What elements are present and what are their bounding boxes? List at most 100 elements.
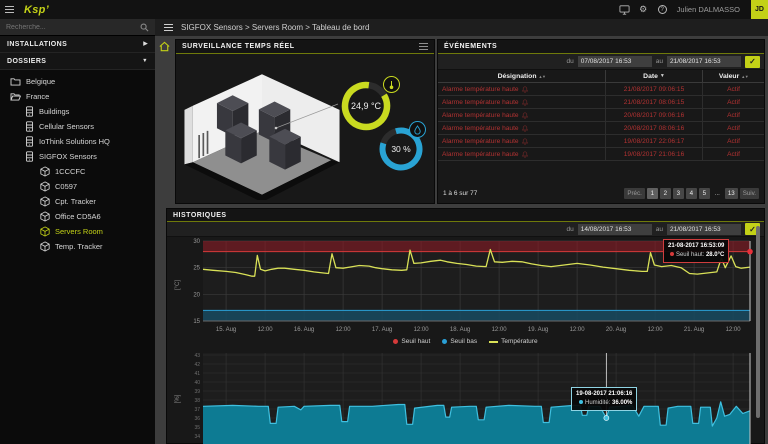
date-to-label: au [656,226,663,233]
panel-title: SURVEILLANCE TEMPS RÉEL [182,43,295,50]
events-table: Désignation▲▼Date▼Valeur▲▼Alarme tempéra… [438,70,764,161]
tree-item-france[interactable]: France [0,89,155,104]
sort-icon: ▲▼ [741,74,748,79]
legend-item-seuil-bas[interactable]: Seuil bas [442,338,477,345]
tree-item-1cccfc[interactable]: 1CCCFC [0,164,155,179]
y-tick-label: 36 [194,416,200,422]
droplet-icon [409,121,426,138]
tree-item-c0597[interactable]: C0597 [0,179,155,194]
event-value: Actif [703,135,764,147]
humidity-chart[interactable]: 43424140393837363534[%] [169,353,764,444]
tree-item-cpt-tracker[interactable]: Cpt. Tracker [0,194,155,209]
installation-icon [25,106,34,117]
event-row[interactable]: Alarme température haute20/08/2017 08:06… [438,122,764,135]
threshold-low-band [203,310,750,321]
tree-item-temp-tracker[interactable]: Temp. Tracker [0,239,155,254]
folder-open-icon [10,92,21,101]
date-to-input[interactable]: 21/08/2017 16:53 [667,224,741,235]
tooltip-series-dot [670,252,674,256]
x-tick-label: 12:00 [258,327,274,333]
y-axis-label: [°C] [175,280,181,290]
installation-icon [25,136,34,147]
event-date: 21/08/2017 09:06:15 [606,83,703,95]
legend-item-seuil-haut[interactable]: Seuil haut [393,338,430,345]
y-tick-label: 40 [194,380,200,386]
panel-menu-icon[interactable] [419,43,428,51]
search-input[interactable] [6,24,140,31]
tooltip-marker-dot [747,249,753,255]
date-from-input[interactable]: 14/08/2017 16:53 [578,224,652,235]
room-3d-visual[interactable] [178,68,346,200]
column-header-d-signation[interactable]: Désignation▲▼ [438,70,606,82]
page-next-button[interactable]: Suiv. [740,188,759,199]
tree-item-label: IoThink Solutions HQ [39,137,110,146]
thermometer-icon [383,76,400,93]
y-tick-label: 42 [194,362,200,368]
event-designation: Alarme température haute [442,125,519,132]
y-tick-label: 34 [194,434,200,440]
event-row[interactable]: Alarme température haute21/08/2017 08:06… [438,96,764,109]
event-row[interactable]: Alarme température haute20/08/2017 09:06… [438,109,764,122]
pagination: Préc.12345...13Suiv. [624,188,759,199]
x-tick-label: 15. Aug [216,327,236,333]
tree-item-belgique[interactable]: Belgique [0,74,155,89]
tree-item-buildings[interactable]: Buildings [0,104,155,119]
tree-item-label: France [26,92,49,101]
legend-marker [393,339,398,344]
tree-item-cellular-sensors[interactable]: Cellular Sensors [0,119,155,134]
sidebar-search-bar [0,19,155,36]
app-logo: Ksp’ [20,4,49,16]
page-button-5[interactable]: 5 [699,188,710,199]
avatar[interactable]: JD [751,0,768,19]
main-menu-icon[interactable] [5,6,14,14]
user-name[interactable]: Julien DALMASSO [677,5,740,14]
content-menu-icon[interactable] [164,24,173,32]
event-value: Actif [703,109,764,121]
date-to-input[interactable]: 21/08/2017 16:53 [667,56,741,67]
chevron-right-icon: ▶ [143,41,148,47]
tree-item-label: C0597 [55,182,77,191]
y-tick-label: 15 [193,319,200,325]
page-button-4[interactable]: 4 [686,188,697,199]
tree-item-label: Buildings [39,107,69,116]
page-button-2[interactable]: 2 [660,188,671,199]
x-tick-label: 17. Aug [372,327,392,333]
event-row[interactable]: Alarme température haute19/08/2017 22:06… [438,135,764,148]
date-from-label: du [567,226,574,233]
column-header-valeur[interactable]: Valeur▲▼ [703,70,764,82]
column-label: Valeur [719,73,739,80]
tooltip-datetime: 19-08-2017 21:06:16 [576,391,632,397]
monitor-icon[interactable] [618,3,631,16]
page-prev-button[interactable]: Préc. [624,188,644,199]
tree-item-office-cd5a6[interactable]: Office CD5A6 [0,209,155,224]
date-from-input[interactable]: 07/08/2017 16:53 [578,56,652,67]
date-to-label: au [656,58,663,65]
tree-item-iothink-solutions-hq[interactable]: IoThink Solutions HQ [0,134,155,149]
events-date-filter: du 07/08/2017 16:53 au 21/08/2017 16:53 … [438,54,764,70]
page-button-1[interactable]: 1 [647,188,658,199]
column-header-date[interactable]: Date▼ [606,70,703,82]
page-button-13[interactable]: 13 [725,188,738,199]
tree-item-servers-room[interactable]: Servers Room [0,224,155,239]
scrollbar-thumb[interactable] [756,226,760,418]
tree-item-label: Belgique [26,77,55,86]
tree-item-label: 1CCCFC [55,167,85,176]
page-button-3[interactable]: 3 [673,188,684,199]
device-icon [40,226,50,237]
home-button[interactable] [157,39,171,53]
apply-filter-button[interactable]: ✓ [745,56,760,68]
search-icon[interactable] [140,23,149,32]
event-designation: Alarme température haute [442,151,519,158]
folder-tree: Belgique France Buildings Cellular Sensors I… [0,70,155,254]
tree-item-sigfox-sensors[interactable]: SIGFOX Sensors [0,149,155,164]
legend-item-temp-rature[interactable]: Température [489,338,538,345]
sidebar-section-installations[interactable]: INSTALLATIONS ▶ [0,36,155,53]
help-icon[interactable]: ? [656,3,669,16]
event-value: Actif [703,122,764,134]
y-tick-label: 39 [194,389,200,395]
event-row[interactable]: Alarme température haute19/08/2017 21:06… [438,148,764,161]
gear-icon[interactable]: ⚙ [637,3,650,16]
event-row[interactable]: Alarme température haute21/08/2017 09:06… [438,83,764,96]
panel-historiques-header: HISTORIQUES [167,209,764,222]
sidebar-section-dossiers[interactable]: DOSSIERS ▼ [0,53,155,70]
